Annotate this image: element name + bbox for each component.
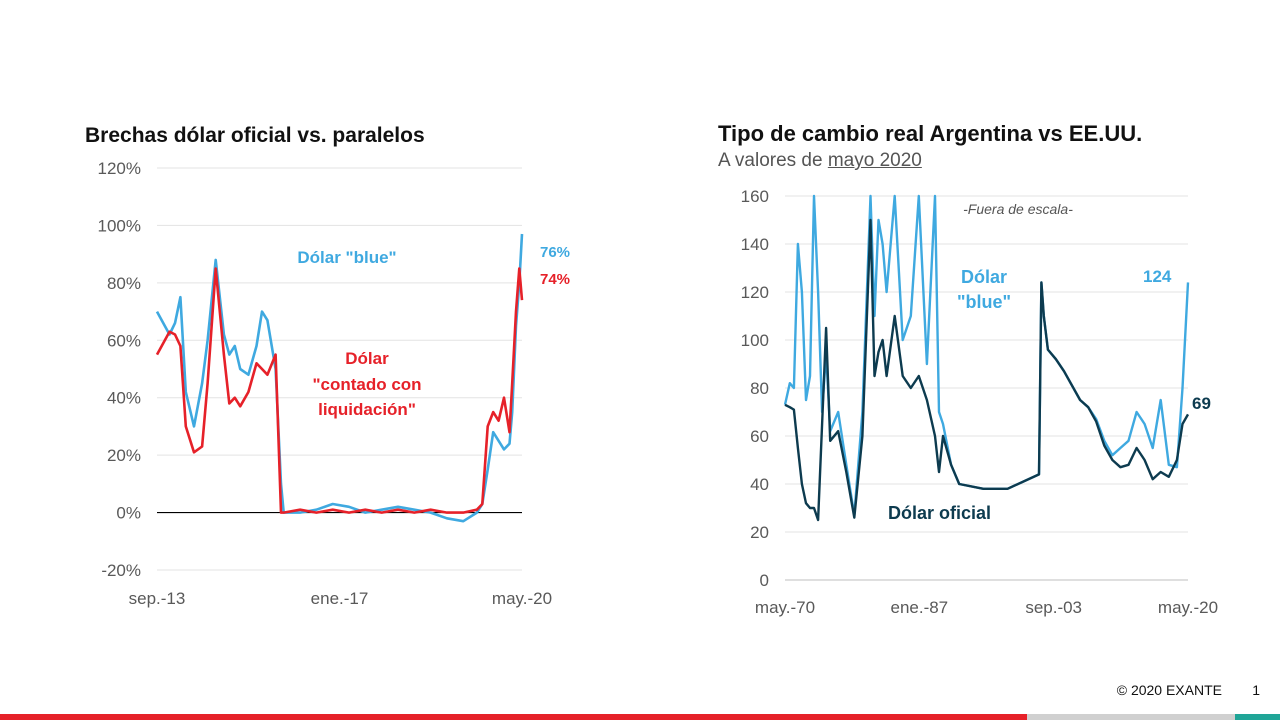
y-tick-label: 80 [750, 379, 769, 398]
right-y-axis: 0 20 40 60 80 100 120 140 160 [741, 187, 769, 590]
subtitle-prefix: A valores de [718, 150, 828, 171]
series-line-1 [784, 218, 1190, 522]
x-tick-label: ene.-17 [311, 589, 369, 608]
blue-series-label-2: "blue" [957, 292, 1011, 312]
y-tick-label: 40 [750, 475, 769, 494]
x-tick-label: may.-70 [755, 598, 815, 617]
y-tick-label: 160 [741, 187, 769, 206]
page-number: 1 [1252, 682, 1260, 698]
y-tick-label: 40% [107, 389, 141, 408]
left-y-axis: -20% 0% 20% 40% 60% 80% 100% 120% [98, 159, 141, 580]
y-tick-label: 140 [741, 235, 769, 254]
series-line-1 [155, 267, 524, 514]
blue-end-value: 76% [540, 244, 570, 261]
ccl-end-value: 74% [540, 271, 570, 288]
y-tick-label: 0% [116, 504, 141, 523]
y-tick-label: 120 [741, 283, 769, 302]
x-tick-label: may.-20 [492, 589, 552, 608]
y-tick-label: -20% [101, 561, 141, 580]
y-tick-label: 100% [98, 216, 141, 235]
left-series [155, 233, 524, 523]
right-grid [785, 195, 1188, 581]
footer-bar-teal [1235, 714, 1280, 720]
right-chart-subtitle: A valores de mayo 2020 [718, 150, 922, 172]
x-tick-label: sep.-03 [1025, 598, 1082, 617]
ccl-series-label-3: liquidación" [318, 400, 416, 419]
y-tick-label: 100 [741, 331, 769, 350]
left-chart-title: Brechas dólar oficial vs. paralelos [85, 124, 425, 147]
series-line-0 [783, 194, 1190, 517]
y-tick-label: 60% [107, 331, 141, 350]
copyright-text: © 2020 EXANTE [1116, 682, 1222, 698]
y-tick-label: 20 [750, 523, 769, 542]
subtitle-date: mayo 2020 [827, 150, 922, 171]
footer-bar-gray [1027, 714, 1235, 720]
right-series [783, 194, 1190, 522]
ccl-series-label-1: Dólar [345, 349, 389, 368]
oficial-series-label: Dólar oficial [888, 503, 991, 523]
footer-bar-red [0, 714, 1027, 720]
y-tick-label: 80% [107, 274, 141, 293]
right-chart-title: Tipo de cambio real Argentina vs EE.UU. [718, 121, 1143, 146]
y-tick-label: 0 [760, 571, 769, 590]
y-tick-label: 20% [107, 446, 141, 465]
blue-series-label: Dólar "blue" [297, 248, 396, 267]
blue-series-label-1: Dólar [961, 267, 1007, 287]
oficial-end-value: 69 [1192, 394, 1211, 413]
y-tick-label: 120% [98, 159, 141, 178]
x-tick-label: may.-20 [1158, 598, 1218, 617]
ccl-series-label-2: "contado con [312, 375, 421, 394]
right-x-axis: may.-70 ene.-87 sep.-03 may.-20 [755, 598, 1218, 617]
blue-end-value-right: 124 [1143, 267, 1172, 286]
x-tick-label: ene.-87 [890, 598, 948, 617]
left-x-axis: sep.-13 ene.-17 may.-20 [129, 589, 552, 608]
scale-note: -Fuera de escala- [963, 201, 1073, 217]
y-tick-label: 60 [750, 427, 769, 446]
x-tick-label: sep.-13 [129, 589, 186, 608]
